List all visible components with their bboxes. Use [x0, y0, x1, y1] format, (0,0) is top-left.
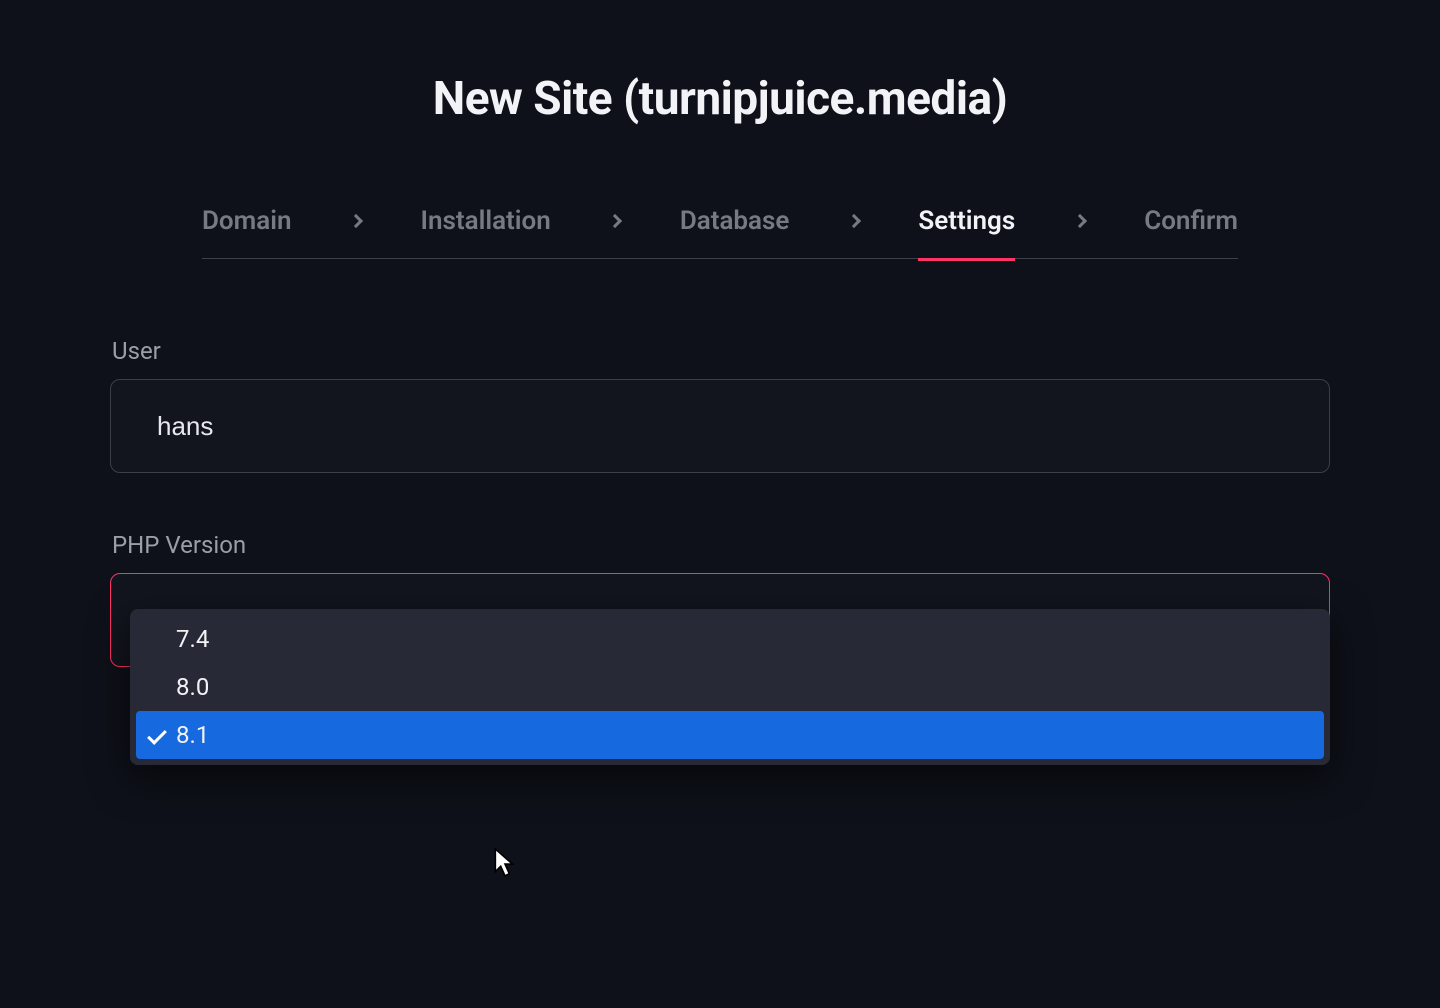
option-label: 8.1 [176, 721, 209, 749]
check-icon [147, 725, 167, 745]
user-label: User [112, 337, 1330, 365]
crumb-confirm[interactable]: Confirm [1144, 206, 1238, 236]
option-label: 8.0 [176, 673, 209, 701]
php-version-option[interactable]: 8.0 [136, 663, 1324, 711]
crumb-settings[interactable]: Settings [918, 206, 1015, 236]
php-version-option[interactable]: 7.4 [136, 615, 1324, 663]
option-label: 7.4 [176, 625, 209, 653]
page-title: New Site (turnipjuice.media) [0, 72, 1440, 126]
php-version-dropdown: 7.4 8.0 8.1 [130, 609, 1330, 765]
mouse-cursor-icon [494, 848, 516, 878]
php-version-label: PHP Version [112, 531, 1330, 559]
chevron-right-icon [1073, 214, 1087, 228]
user-input[interactable] [110, 379, 1330, 473]
chevron-right-icon [349, 214, 363, 228]
chevron-right-icon [847, 214, 861, 228]
crumb-database[interactable]: Database [680, 206, 790, 236]
settings-form: User PHP Version 8.1 7.4 8.0 8.1 [110, 337, 1330, 667]
chevron-right-icon [608, 214, 622, 228]
php-version-option[interactable]: 8.1 [136, 711, 1324, 759]
crumb-installation[interactable]: Installation [421, 206, 551, 236]
breadcrumb: Domain Installation Database Settings Co… [202, 206, 1238, 259]
crumb-domain[interactable]: Domain [202, 206, 291, 236]
